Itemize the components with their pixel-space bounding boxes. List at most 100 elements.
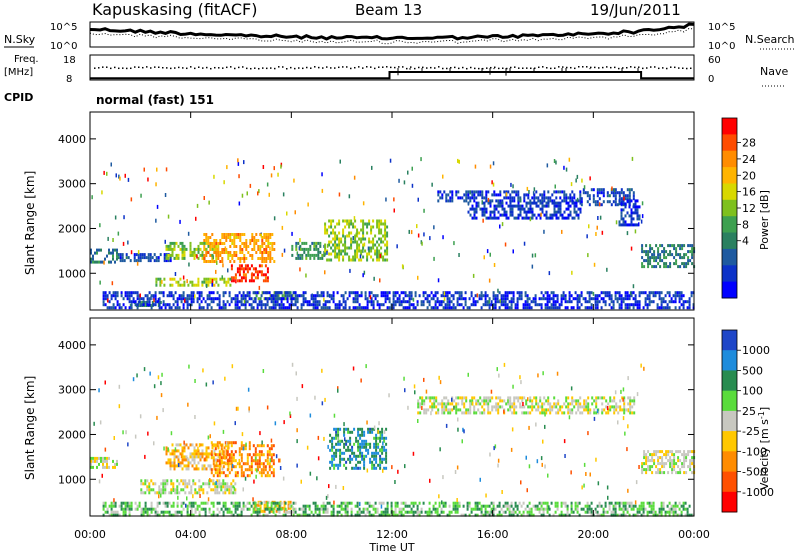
nave-dot [670, 66, 672, 68]
heatmap-cell [371, 451, 374, 455]
heatmap-cell [634, 504, 637, 508]
heatmap-cell [505, 190, 508, 194]
heatmap-cell [657, 459, 660, 463]
heatmap-cell [214, 482, 217, 486]
heatmap-cell [269, 254, 272, 257]
heatmap-cell [441, 193, 444, 197]
heatmap-cell [251, 272, 253, 277]
station-title: Kapuskasing (fitACF) [92, 0, 257, 19]
nave-dot [370, 66, 372, 68]
heatmap-cell [429, 396, 432, 400]
heatmap-cell [158, 488, 161, 492]
heatmap-cell [370, 246, 373, 250]
heatmap-cell [506, 291, 509, 295]
heatmap-cell [616, 501, 619, 505]
heatmap-cell [178, 297, 181, 301]
heatmap-cell [297, 253, 300, 257]
heatmap-cell [495, 402, 498, 406]
heatmap-cell [114, 215, 117, 220]
heatmap-cell [210, 300, 213, 304]
heatmap-cell [183, 280, 186, 284]
heatmap-cell [549, 405, 552, 409]
heatmap-cell [154, 303, 157, 307]
heatmap-cell [256, 513, 259, 517]
heatmap-cell [380, 222, 383, 226]
heatmap-cell [171, 464, 174, 468]
heatmap-cell [617, 405, 620, 409]
heatmap-cell [162, 491, 165, 495]
heatmap-cell [505, 196, 508, 200]
heatmap-cell [593, 262, 596, 267]
heatmap-cell [626, 188, 629, 192]
heatmap-cell [596, 300, 599, 304]
heatmap-cell [491, 210, 494, 214]
heatmap-cell [289, 500, 292, 504]
heatmap-cell [588, 297, 591, 301]
heatmap-cell [367, 246, 370, 251]
heatmap-cell [643, 259, 646, 263]
heatmap-cell [646, 513, 649, 517]
heatmap-cell [201, 455, 204, 459]
heatmap-cell [112, 465, 114, 469]
heatmap-cell [171, 247, 174, 251]
heatmap-cell [171, 277, 174, 281]
heatmap-cell [94, 459, 96, 463]
heatmap-cell [114, 501, 117, 505]
heatmap-cell [452, 294, 455, 298]
heatmap-cell [252, 267, 255, 271]
heatmap-cell [546, 507, 549, 511]
heatmap-cell [631, 399, 634, 403]
heatmap-cell [90, 456, 92, 460]
heatmap-cell [679, 256, 682, 260]
nave-dot [570, 66, 572, 69]
heatmap-cell [629, 405, 632, 409]
heatmap-cell [236, 501, 239, 505]
heatmap-cell [165, 256, 168, 260]
heatmap-cell [483, 402, 486, 406]
heatmap-cell [269, 236, 272, 239]
heatmap-cell [386, 225, 389, 229]
heatmap-cell [255, 294, 258, 298]
heatmap-cell [519, 204, 522, 208]
heatmap-cell [647, 253, 650, 257]
heatmap-cell [535, 196, 538, 200]
heatmap-cell [241, 257, 244, 260]
heatmap-cell [476, 300, 479, 304]
heatmap-cell [690, 291, 693, 295]
heatmap-cell [198, 303, 201, 307]
heatmap-cell [622, 202, 625, 206]
heatmap-cell [474, 513, 477, 517]
heatmap-cell [222, 504, 225, 508]
heatmap-cell [119, 176, 121, 181]
heatmap-cell [309, 253, 312, 257]
heatmap-cell [574, 291, 577, 295]
heatmap-cell [667, 253, 670, 257]
heatmap-cell [520, 504, 523, 508]
heatmap-cell [361, 445, 364, 449]
heatmap-cell [339, 439, 342, 443]
heatmap-cell [110, 297, 113, 301]
heatmap-cell [174, 488, 177, 492]
heatmap-cell [541, 411, 544, 415]
heatmap-cell [541, 193, 544, 197]
heatmap-cell [636, 199, 639, 203]
nave-dot [642, 67, 644, 70]
heatmap-cell [444, 306, 447, 310]
heatmap-cell [226, 453, 229, 457]
heatmap-cell [116, 462, 118, 466]
colorbar-tick-label: 24 [742, 153, 756, 166]
heatmap-cell [375, 466, 378, 470]
heatmap-cell [646, 297, 649, 301]
heatmap-cell [598, 202, 601, 207]
heatmap-cell [354, 255, 357, 259]
heatmap-cell [117, 231, 120, 236]
heatmap-cell [215, 280, 218, 284]
heatmap-cell [354, 219, 357, 223]
heatmap-cell [356, 249, 359, 253]
heatmap-cell [525, 402, 528, 406]
heatmap-cell [505, 216, 508, 220]
heatmap-cell [217, 283, 220, 287]
heatmap-cell [513, 405, 516, 409]
heatmap-cell [186, 300, 189, 304]
heatmap-cell [644, 300, 647, 304]
